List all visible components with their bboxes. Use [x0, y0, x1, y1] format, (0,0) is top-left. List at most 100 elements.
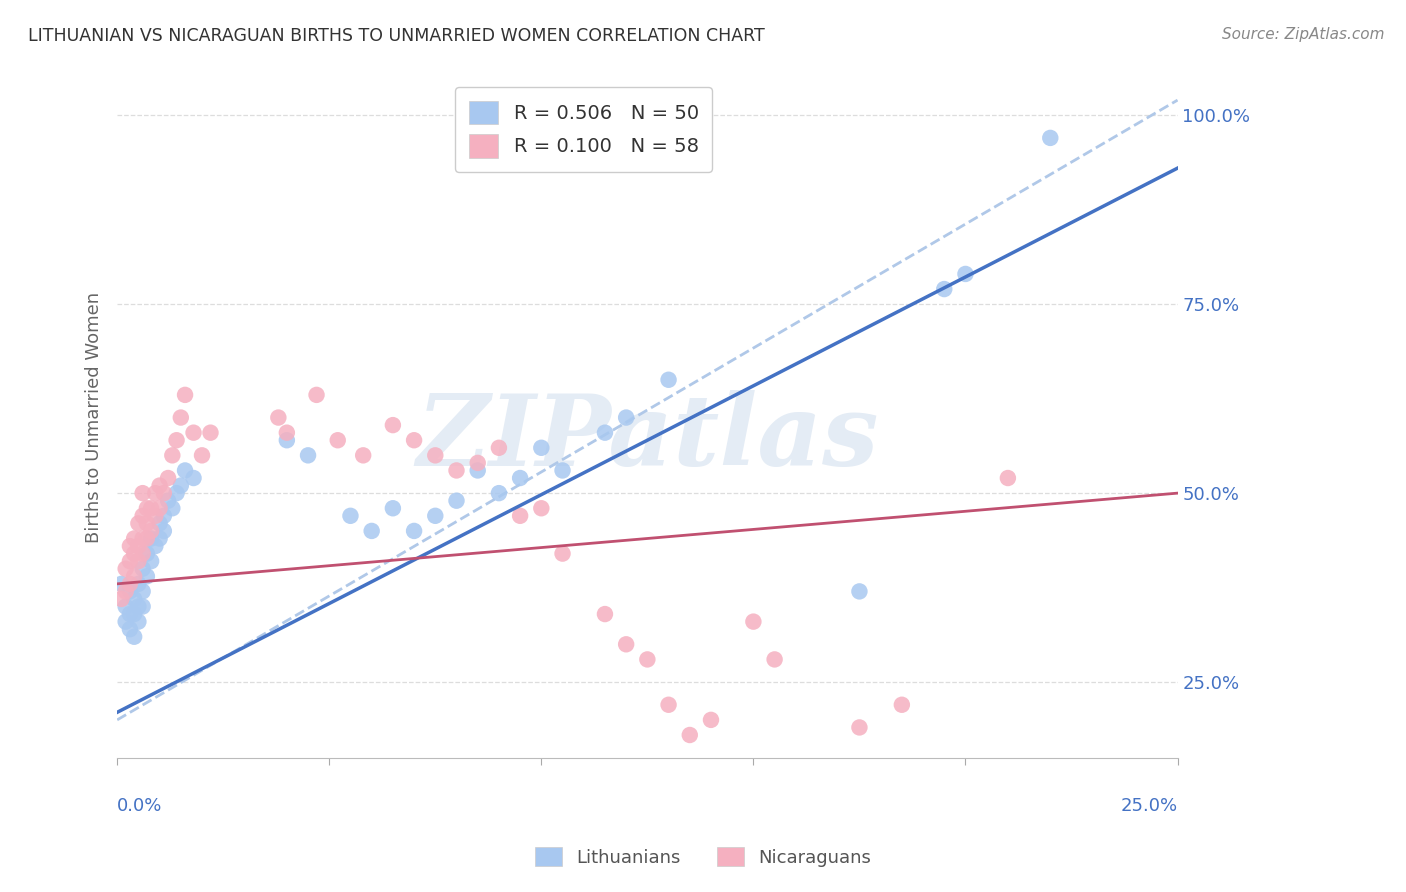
Point [170, 410, 193, 425]
Point [162, 501, 184, 516]
Point [114, 584, 136, 599]
Point [127, 516, 149, 531]
Point [127, 599, 149, 614]
Point [848, 584, 870, 599]
Point [679, 728, 702, 742]
Point [848, 721, 870, 735]
Point [157, 493, 180, 508]
Point [381, 418, 404, 433]
Point [1039, 131, 1062, 145]
Point [149, 516, 172, 531]
Point [934, 282, 956, 296]
Point [488, 441, 510, 455]
Y-axis label: Births to Unmarried Women: Births to Unmarried Women [86, 292, 103, 543]
Point [530, 441, 553, 455]
Point [955, 267, 977, 281]
Point [153, 524, 176, 538]
Point [143, 486, 166, 500]
Point [131, 599, 153, 614]
Point [636, 652, 658, 666]
Point [131, 508, 153, 523]
Point [742, 615, 765, 629]
Point [509, 508, 531, 523]
Point [658, 698, 681, 712]
Point [131, 532, 153, 546]
Point [118, 539, 141, 553]
Point [763, 652, 786, 666]
Point [135, 569, 157, 583]
Text: 25.0%: 25.0% [1121, 797, 1178, 814]
Point [118, 622, 141, 636]
Point [404, 524, 426, 538]
Point [122, 532, 145, 546]
Point [488, 486, 510, 500]
Legend: Lithuanians, Nicaraguans: Lithuanians, Nicaraguans [527, 840, 879, 874]
Point [118, 554, 141, 568]
Point [153, 486, 176, 500]
Text: 0.0%: 0.0% [117, 797, 163, 814]
Point [118, 607, 141, 621]
Point [118, 577, 141, 591]
Point [122, 569, 145, 583]
Point [114, 562, 136, 576]
Point [890, 698, 912, 712]
Point [139, 532, 162, 546]
Point [191, 448, 214, 462]
Text: Source: ZipAtlas.com: Source: ZipAtlas.com [1222, 27, 1385, 42]
Point [174, 388, 197, 402]
Point [530, 501, 553, 516]
Point [127, 554, 149, 568]
Point [551, 547, 574, 561]
Point [157, 471, 180, 485]
Point [360, 524, 382, 538]
Point [404, 434, 426, 448]
Point [166, 486, 188, 500]
Text: LITHUANIAN VS NICARAGUAN BIRTHS TO UNMARRIED WOMEN CORRELATION CHART: LITHUANIAN VS NICARAGUAN BIRTHS TO UNMAR… [28, 27, 765, 45]
Point [614, 637, 637, 651]
Point [467, 456, 489, 470]
Point [425, 508, 447, 523]
Point [110, 577, 132, 591]
Point [183, 471, 205, 485]
Point [118, 584, 141, 599]
Point [127, 577, 149, 591]
Point [135, 532, 157, 546]
Point [446, 493, 468, 508]
Point [305, 388, 328, 402]
Point [593, 425, 616, 440]
Point [131, 547, 153, 561]
Point [183, 425, 205, 440]
Point [139, 554, 162, 568]
Point [135, 501, 157, 516]
Point [166, 434, 188, 448]
Point [122, 607, 145, 621]
Legend: R = 0.506   N = 50, R = 0.100   N = 58: R = 0.506 N = 50, R = 0.100 N = 58 [456, 87, 713, 171]
Point [114, 599, 136, 614]
Point [381, 501, 404, 516]
Point [267, 410, 290, 425]
Point [200, 425, 222, 440]
Point [997, 471, 1019, 485]
Point [127, 539, 149, 553]
Point [276, 425, 298, 440]
Point [143, 539, 166, 553]
Point [135, 516, 157, 531]
Point [326, 434, 349, 448]
Point [122, 547, 145, 561]
Point [700, 713, 723, 727]
Point [139, 501, 162, 516]
Point [143, 508, 166, 523]
Point [551, 463, 574, 477]
Point [153, 508, 176, 523]
Point [658, 373, 681, 387]
Point [446, 463, 468, 477]
Point [127, 615, 149, 629]
Point [131, 562, 153, 576]
Point [149, 478, 172, 492]
Point [509, 471, 531, 485]
Point [110, 591, 132, 606]
Point [135, 547, 157, 561]
Point [467, 463, 489, 477]
Point [339, 508, 361, 523]
Point [614, 410, 637, 425]
